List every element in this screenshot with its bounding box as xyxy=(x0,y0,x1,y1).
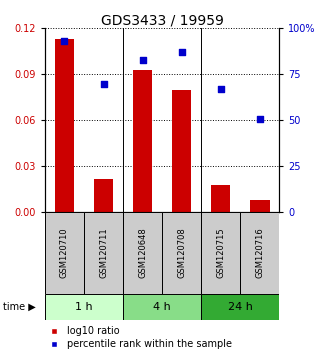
Bar xyxy=(94,179,113,212)
Bar xyxy=(123,294,201,320)
Text: 1 h: 1 h xyxy=(75,302,93,312)
Bar xyxy=(55,39,74,212)
Bar xyxy=(172,90,191,212)
Bar xyxy=(123,212,162,294)
Legend: log10 ratio, percentile rank within the sample: log10 ratio, percentile rank within the … xyxy=(43,325,233,350)
Bar xyxy=(45,212,84,294)
Point xyxy=(179,50,184,55)
Bar xyxy=(250,200,270,212)
Point xyxy=(257,116,262,121)
Text: GSM120708: GSM120708 xyxy=(177,228,186,279)
Bar xyxy=(201,294,279,320)
Point xyxy=(62,38,67,44)
Bar xyxy=(162,212,201,294)
Bar xyxy=(133,70,152,212)
Bar xyxy=(84,212,123,294)
Text: time ▶: time ▶ xyxy=(3,302,36,312)
Point xyxy=(218,86,223,92)
Point xyxy=(101,81,106,86)
Bar xyxy=(240,212,279,294)
Bar xyxy=(45,294,123,320)
Text: GSM120715: GSM120715 xyxy=(216,228,225,279)
Text: GSM120716: GSM120716 xyxy=(255,228,264,279)
Text: GSM120711: GSM120711 xyxy=(99,228,108,279)
Title: GDS3433 / 19959: GDS3433 / 19959 xyxy=(101,13,223,27)
Text: 24 h: 24 h xyxy=(228,302,253,312)
Text: 4 h: 4 h xyxy=(153,302,171,312)
Text: GSM120710: GSM120710 xyxy=(60,228,69,279)
Point xyxy=(140,57,145,62)
Text: GSM120648: GSM120648 xyxy=(138,228,147,279)
Bar xyxy=(201,212,240,294)
Bar xyxy=(211,185,230,212)
